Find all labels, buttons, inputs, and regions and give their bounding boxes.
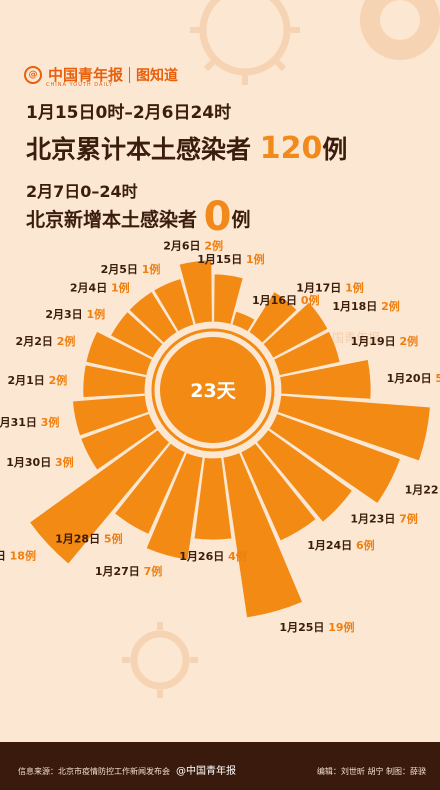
at-logo-icon: @ — [24, 65, 42, 84]
cumulative-number: 120 — [259, 131, 323, 166]
bar-label-1月24日: 1月24日 6例 — [307, 538, 374, 552]
bar-1月28日 — [113, 442, 186, 535]
bar-label-1月25日: 1月25日 19例 — [279, 620, 354, 634]
bar-label-1月17日: 1月17日 1例 — [296, 281, 363, 295]
bar-1月23日 — [255, 429, 353, 523]
bar-label-2月2日: 2月2日 2例 — [16, 334, 76, 348]
weibo-handle: @中国青年报 — [176, 766, 236, 777]
watermark-text: 中国青年报 — [320, 330, 380, 345]
bar-label-1月20日: 1月20日 5例 — [387, 371, 440, 385]
bar-label-1月31日: 1月31日 3例 — [0, 415, 59, 429]
bar-1月24日 — [240, 442, 317, 542]
cumulative-unit: 例 — [322, 135, 348, 164]
brand-divider — [129, 66, 131, 83]
bar-1月16日 — [231, 310, 256, 333]
bar-1月19日 — [273, 330, 341, 376]
bar-label-1月18日: 1月18日 2例 — [332, 299, 399, 313]
bar-label-2月5日: 2月5日 1例 — [101, 262, 161, 276]
footer-bar: 信息来源：北京市疫情防控工作新闻发布会 @中国青年报 编辑：刘世昕 胡宁 制图：… — [0, 742, 440, 790]
bar-1月20日 — [279, 359, 372, 400]
bar-label-1月28日: 1月28日 5例 — [55, 532, 122, 546]
bar-1月27日 — [145, 452, 204, 561]
new-unit: 例 — [231, 209, 251, 231]
brand-logo: @ 中国青年报 图知道 CHINA YOUTH DAILY — [24, 64, 179, 88]
bar-label-2月1日: 2月1日 2例 — [7, 373, 67, 387]
new-number: 0 — [203, 194, 232, 240]
bar-2月3日 — [110, 311, 164, 359]
bar-label-1月27日: 1月27日 7例 — [95, 564, 162, 578]
bar-1月26日 — [193, 457, 233, 541]
bar-label-1月16日: 1月16日 0例 — [252, 293, 319, 307]
bar-label-1月29日: 1月29日 18例 — [0, 548, 36, 562]
bar-1月22日 — [268, 412, 402, 505]
period-text: 1月15日0时–2月6日24时 — [26, 103, 232, 123]
editors-text: 编辑：刘世昕 胡宁 制图：薛骙 — [316, 767, 426, 776]
center-days-label: 23天 — [190, 380, 236, 402]
bar-label-2月4日: 2月4日 1例 — [70, 281, 130, 295]
bar-label-1月15日: 1月15日 1例 — [197, 252, 264, 266]
bar-2月2日 — [85, 330, 153, 376]
bar-label-1月23日: 1月23日 7例 — [350, 511, 417, 525]
bar-1月31日 — [72, 394, 150, 437]
source-text: 信息来源：北京市疫情防控工作新闻发布会 — [18, 767, 170, 776]
bar-1月25日 — [222, 452, 304, 619]
bar-2月5日 — [153, 278, 195, 333]
bar-1月30日 — [80, 412, 158, 471]
cumulative-headline: 北京累计本土感染者 120例 — [26, 130, 347, 166]
new-date-text: 2月7日0–24时 — [26, 182, 138, 201]
bar-1月29日 — [28, 429, 171, 565]
brand-english: CHINA YOUTH DAILY — [46, 82, 114, 88]
bar-1月18日 — [262, 301, 329, 359]
brand-name: 中国青年报 — [48, 66, 124, 84]
bar-label-1月19日: 1月19日 2例 — [351, 334, 418, 348]
bar-2月4日 — [128, 290, 178, 344]
bar-1月21日 — [276, 394, 431, 462]
cumulative-prefix: 北京累计本土感染者 — [26, 135, 252, 164]
bar-label-2月6日: 2月6日 2例 — [163, 240, 223, 252]
new-cases-headline: 北京新增本土感染者 0例 — [26, 197, 251, 237]
center-disc — [160, 337, 266, 443]
bar-2月1日 — [82, 364, 147, 398]
center-ring — [151, 328, 275, 452]
bar-2月6日 — [178, 259, 213, 325]
new-prefix: 北京新增本土感染者 — [26, 209, 198, 231]
bar-label-1月30日: 1月30日 3例 — [6, 455, 73, 469]
brand-subname: 图知道 — [136, 67, 179, 84]
bar-1月15日 — [213, 273, 244, 325]
bar-1月17日 — [248, 290, 298, 344]
bar-label-2月3日: 2月3日 1例 — [45, 307, 105, 321]
bar-label-1月22日: 1月22日 12例 — [405, 482, 440, 496]
bar-label-1月26日: 1月26日 4例 — [179, 549, 246, 563]
